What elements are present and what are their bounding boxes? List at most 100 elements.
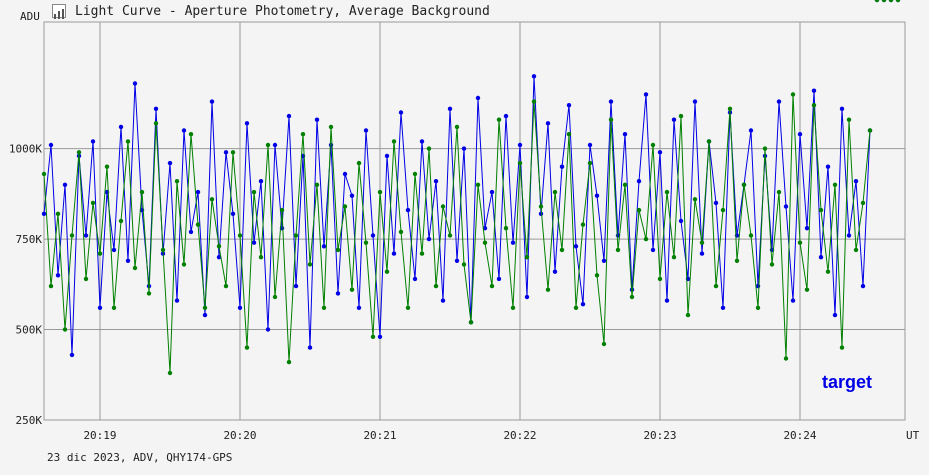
data-point xyxy=(566,132,572,137)
data-point xyxy=(811,88,817,93)
data-point xyxy=(48,142,54,148)
data-point xyxy=(125,258,131,263)
data-point xyxy=(293,233,299,238)
y-tick-label: 750K xyxy=(16,233,43,246)
data-point xyxy=(496,117,502,122)
data-point xyxy=(153,121,159,126)
data-point xyxy=(622,182,628,187)
data-point xyxy=(412,171,418,177)
data-point xyxy=(244,121,250,126)
data-point xyxy=(601,258,607,263)
x-axis-ticks: 20:19 20:20 20:21 20:22 20:23 20:24 xyxy=(83,429,816,442)
series-2 xyxy=(41,0,901,376)
data-point xyxy=(314,182,320,187)
data-point xyxy=(685,312,691,318)
data-point xyxy=(111,305,117,310)
data-point xyxy=(804,287,810,292)
data-point xyxy=(258,179,264,184)
data-point xyxy=(818,255,824,260)
data-point xyxy=(706,139,712,144)
x-tick-label: 20:20 xyxy=(223,429,256,442)
data-point xyxy=(447,106,453,112)
data-point xyxy=(153,106,159,112)
data-point xyxy=(461,262,467,267)
data-point xyxy=(475,182,481,187)
data-point xyxy=(251,240,257,245)
data-point xyxy=(510,240,516,245)
data-point xyxy=(524,294,530,300)
data-point xyxy=(83,233,89,238)
data-point xyxy=(825,164,831,169)
data-point xyxy=(307,345,313,350)
data-point xyxy=(720,207,726,213)
data-point xyxy=(727,106,733,112)
data-point xyxy=(237,305,243,310)
data-point xyxy=(41,171,47,177)
data-point xyxy=(209,197,215,202)
data-point xyxy=(881,0,887,3)
data-point xyxy=(650,142,656,148)
data-point xyxy=(692,99,698,104)
data-point xyxy=(265,142,271,148)
data-point xyxy=(531,99,537,104)
y-tick-label: 500K xyxy=(16,324,43,337)
data-point xyxy=(510,305,516,310)
data-point xyxy=(146,291,152,296)
y-axis-ticks: 250K 500K 750K 1000K xyxy=(9,143,42,427)
data-point xyxy=(601,341,607,347)
data-point xyxy=(195,189,201,195)
data-point xyxy=(398,110,404,115)
data-point xyxy=(874,0,880,3)
data-point xyxy=(41,211,47,216)
data-point xyxy=(76,150,82,155)
y-tick-label: 1000K xyxy=(9,143,42,156)
data-point xyxy=(426,236,432,242)
data-point xyxy=(237,233,243,238)
data-point xyxy=(69,352,75,358)
data-point xyxy=(342,204,348,209)
data-point xyxy=(167,370,173,376)
data-point xyxy=(503,226,509,231)
data-point xyxy=(741,182,747,187)
data-point xyxy=(531,74,537,79)
data-point xyxy=(300,132,306,137)
x-tick-label: 20:21 xyxy=(363,429,396,442)
data-point xyxy=(615,247,621,253)
data-point xyxy=(671,117,677,122)
data-point xyxy=(461,146,467,151)
data-point xyxy=(594,193,600,198)
data-point xyxy=(55,273,61,278)
x-tick-label: 20:22 xyxy=(503,429,536,442)
data-point xyxy=(181,262,187,267)
light-curve-icon[interactable] xyxy=(52,4,66,19)
data-point xyxy=(83,276,89,282)
data-point xyxy=(503,113,509,119)
data-point xyxy=(440,298,446,303)
data-point xyxy=(608,117,614,122)
data-point xyxy=(664,189,670,195)
data-point xyxy=(538,204,544,209)
data-point xyxy=(223,283,229,289)
data-point xyxy=(755,305,761,310)
data-point xyxy=(573,244,579,249)
data-point xyxy=(790,92,796,97)
data-point xyxy=(398,229,404,235)
data-point xyxy=(636,179,642,184)
data-point xyxy=(713,200,719,206)
data-point xyxy=(643,92,649,97)
data-point xyxy=(174,179,180,184)
data-point xyxy=(342,171,348,177)
data-point xyxy=(132,265,138,271)
data-point xyxy=(867,128,873,133)
data-point xyxy=(825,269,831,274)
data-point xyxy=(125,139,131,144)
data-point xyxy=(286,359,292,365)
data-point xyxy=(853,247,859,253)
data-point xyxy=(412,276,418,282)
data-point xyxy=(545,287,551,292)
data-point xyxy=(650,247,656,253)
x-tick-label: 20:24 xyxy=(783,429,816,442)
data-point xyxy=(643,236,649,242)
